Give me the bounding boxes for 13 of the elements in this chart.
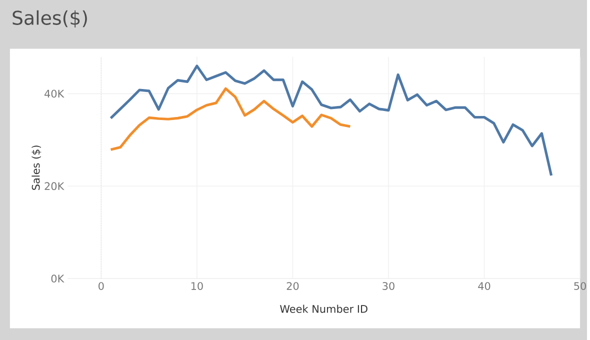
y-axis-title: Sales ($) [32,145,42,190]
x-axis-title: Week Number ID [280,304,368,313]
y-tick-label: 20K [44,182,64,190]
x-tick-label: 30 [382,282,394,290]
x-tick-label: 10 [191,282,203,290]
chart-title: Sales($) [12,10,87,28]
y-tick-label: 40K [44,90,64,98]
x-tick-label: 0 [98,282,104,290]
x-tick-label: 40 [478,282,490,290]
x-tick-label: 50 [574,282,586,290]
y-tick-label: 0K [51,274,64,282]
x-tick-label: 20 [286,282,299,290]
line-series [109,87,352,151]
